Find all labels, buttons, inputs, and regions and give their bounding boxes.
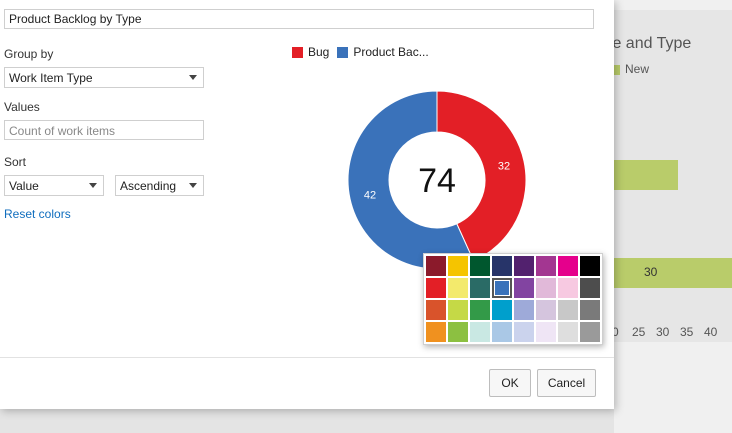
legend-swatch [292,46,303,58]
legend-swatch [337,46,349,58]
group-by-value: Work Item Type [9,71,93,85]
background-tick: 40 [704,325,718,339]
color-swatch[interactable] [470,256,490,276]
color-swatch[interactable] [514,256,534,276]
values-label: Values [4,100,40,114]
chevron-down-icon [189,75,197,80]
background-tick: 0 [612,325,619,339]
color-swatch[interactable] [492,256,512,276]
chart-legend: Bug Product Bac... [292,45,437,59]
background-chart-title: te and Type [608,35,692,52]
color-swatch[interactable] [558,322,578,342]
color-swatch[interactable] [470,322,490,342]
legend-label: Bug [308,45,330,59]
color-swatch[interactable] [536,256,556,276]
color-swatch[interactable] [426,278,446,298]
donut-slice-label: 32 [498,161,510,173]
background-axis-ticks: 0 25 30 35 40 [612,325,728,339]
ok-button[interactable]: OK [489,369,531,397]
color-swatch[interactable] [470,300,490,320]
legend-item-bug[interactable]: Bug [292,45,329,59]
color-swatch[interactable] [426,256,446,276]
cancel-button[interactable]: Cancel [537,369,596,397]
background-bar-label: 30 [644,265,658,279]
background-legend-label: New [625,62,650,76]
reset-colors-link[interactable]: Reset colors [4,207,71,221]
color-swatch[interactable] [580,300,600,320]
donut-slice-label: 42 [364,189,376,201]
color-picker-palette [423,253,603,345]
chevron-down-icon [189,183,197,188]
group-by-label: Group by [4,47,54,61]
donut-total-label: 74 [418,162,456,200]
color-swatch[interactable] [536,278,556,298]
color-swatch[interactable] [580,278,600,298]
dialog-footer: OK Cancel [0,357,614,409]
sort-order-value: Ascending [120,179,177,193]
color-swatch[interactable] [558,278,578,298]
legend-label: Product Bac... [353,45,429,59]
legend-item-product-backlog[interactable]: Product Bac... [337,45,429,59]
color-swatch[interactable] [448,256,468,276]
background-tick: 25 [632,325,646,339]
chart-config-dialog: Product Backlog by Type Group by Work It… [0,0,614,409]
chevron-down-icon [89,183,97,188]
color-swatch[interactable] [514,300,534,320]
donut-slice-1[interactable] [347,90,475,270]
sort-field-value: Value [9,179,39,193]
color-swatch[interactable] [580,256,600,276]
background-bar [614,258,732,288]
color-swatch[interactable] [536,300,556,320]
color-swatch[interactable] [448,278,468,298]
chart-title-input[interactable]: Product Backlog by Type [4,9,594,29]
color-swatch[interactable] [426,322,446,342]
color-swatch[interactable] [448,300,468,320]
sort-field-select[interactable]: Value [4,175,104,196]
color-swatch[interactable] [492,300,512,320]
color-swatch[interactable] [580,322,600,342]
group-by-select[interactable]: Work Item Type [4,67,204,88]
color-swatch[interactable] [514,322,534,342]
background-bar [614,160,678,190]
sort-label: Sort [4,155,27,169]
color-swatch[interactable] [492,278,512,298]
background-tick: 30 [656,325,670,339]
color-swatch[interactable] [426,300,446,320]
color-swatch[interactable] [536,322,556,342]
color-swatch[interactable] [492,322,512,342]
color-swatch[interactable] [470,278,490,298]
color-swatch[interactable] [558,256,578,276]
sort-order-select[interactable]: Ascending [115,175,204,196]
color-swatch[interactable] [448,322,468,342]
color-swatch[interactable] [558,300,578,320]
donut-chart: 32 42 74 [347,90,527,270]
values-input[interactable]: Count of work items [4,120,204,140]
background-tick: 35 [680,325,694,339]
background-legend-swatch [610,65,620,75]
color-swatch[interactable] [514,278,534,298]
